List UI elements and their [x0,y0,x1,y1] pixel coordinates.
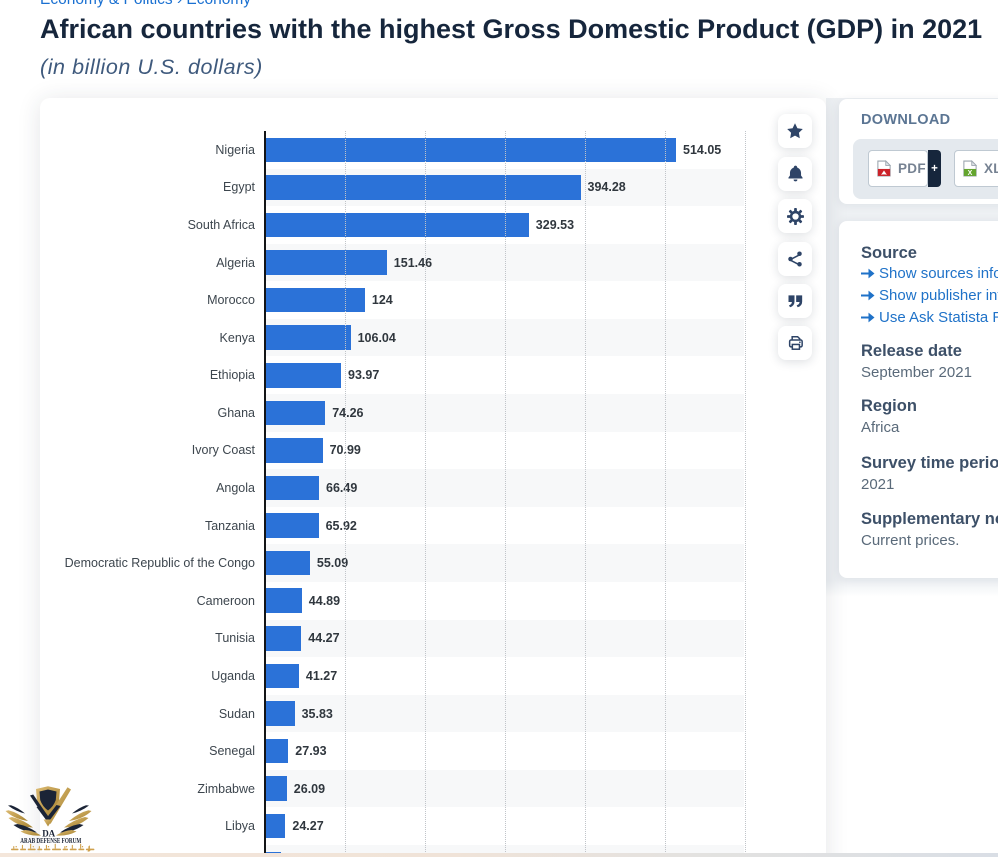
svg-text:X: X [968,170,973,177]
svg-text:DA: DA [42,829,55,839]
svg-text:ARAB DEFENSE FORUM: ARAB DEFENSE FORUM [20,836,81,845]
